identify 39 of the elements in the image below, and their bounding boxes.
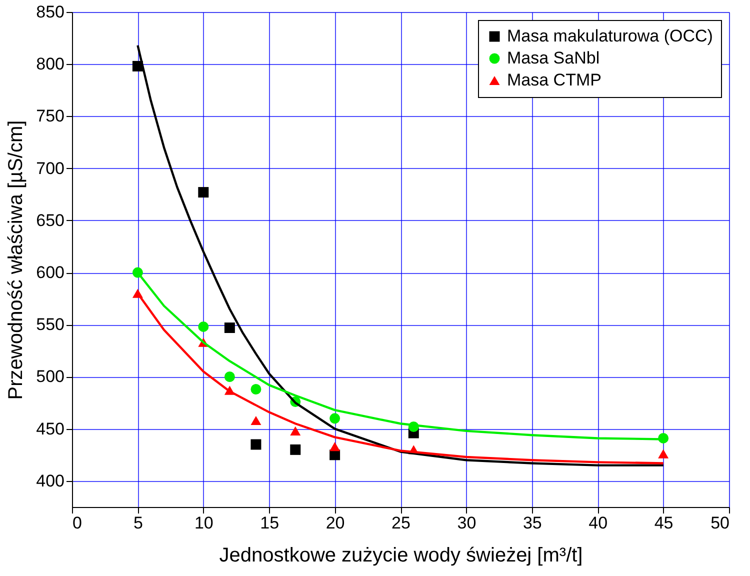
- x-tick-label: 25: [392, 514, 410, 532]
- y-axis-title: Przewodność właściwa [µS/cm]: [5, 120, 28, 400]
- point: [224, 372, 235, 382]
- legend-label: Masa CTMP: [507, 70, 602, 90]
- x-tick-label: 35: [522, 514, 542, 532]
- point: [290, 444, 301, 455]
- y-tick-label: 800: [36, 54, 64, 74]
- point: [250, 439, 262, 450]
- x-tick-label: 45: [654, 514, 674, 532]
- point: [658, 449, 669, 458]
- x-tick-label: 0: [72, 514, 82, 532]
- point: [330, 442, 340, 452]
- x-tick-label: 15: [260, 514, 280, 532]
- point: [224, 322, 235, 333]
- legend-label: Masa makulaturowa (OCC): [507, 26, 713, 46]
- x-tick-label: 40: [588, 514, 608, 532]
- point: [198, 321, 209, 332]
- x-tick-label: 5: [133, 514, 143, 532]
- x-tick-label: 20: [326, 514, 345, 532]
- x-tick-label: 30: [457, 514, 476, 532]
- y-tick-label: 500: [36, 367, 64, 386]
- y-tick-label: 700: [36, 158, 64, 178]
- y-tick-label: 600: [36, 263, 64, 282]
- point: [198, 187, 209, 198]
- line-series: [136, 44, 664, 466]
- y-tick-label: 450: [36, 419, 64, 438]
- point: [290, 426, 301, 436]
- y-tick-label: 400: [36, 471, 64, 490]
- y-tick-label: 750: [36, 106, 64, 126]
- y-tick-label: 650: [36, 210, 64, 230]
- legend-label: Masa SaNbl: [507, 48, 600, 68]
- point: [330, 413, 340, 424]
- point: [250, 384, 262, 394]
- x-tick-label: 50: [710, 514, 730, 532]
- x-tick-label: 10: [194, 514, 214, 532]
- point: [250, 416, 262, 426]
- y-tick-label: 850: [36, 2, 64, 22]
- x-axis-title: Jednostkowe zużycie wody świeżej [m³/t]: [219, 544, 583, 566]
- y-tick-label: 550: [36, 315, 64, 334]
